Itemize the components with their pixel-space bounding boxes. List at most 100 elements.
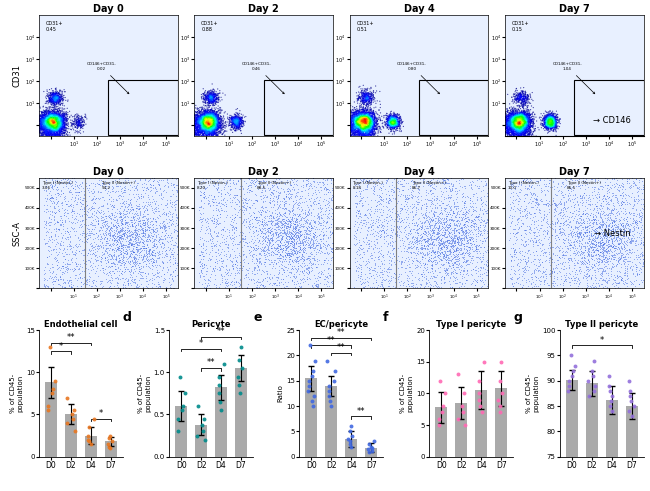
Point	[347, 126, 358, 134]
Point	[26, 129, 36, 137]
Point	[202, 115, 212, 123]
Point	[22, 126, 32, 134]
Point	[395, 115, 405, 123]
Point	[518, 116, 528, 124]
Point	[391, 121, 401, 129]
Point	[441, 250, 451, 258]
Point	[521, 133, 532, 140]
Point	[199, 132, 209, 139]
Point	[177, 115, 188, 123]
Point	[547, 122, 557, 130]
Point	[46, 110, 56, 118]
Point	[510, 122, 520, 130]
Point	[229, 119, 240, 127]
Point	[402, 179, 413, 187]
Point	[25, 116, 36, 124]
Point	[509, 130, 519, 138]
Point	[350, 199, 361, 207]
Point	[625, 214, 636, 221]
Point	[311, 248, 321, 256]
Point	[517, 98, 527, 106]
Point	[28, 130, 38, 137]
Point	[365, 104, 376, 111]
Point	[546, 117, 556, 125]
Point	[79, 207, 89, 215]
Point	[515, 208, 525, 216]
Point	[515, 125, 526, 133]
Point	[497, 140, 507, 148]
Point	[359, 115, 369, 123]
Point	[460, 229, 471, 237]
Point	[42, 114, 52, 122]
Point	[543, 118, 554, 126]
Point	[488, 123, 499, 131]
Point	[351, 119, 361, 127]
Point	[358, 96, 368, 104]
Point	[181, 135, 191, 142]
Point	[306, 182, 316, 190]
Point	[133, 227, 143, 235]
Point	[295, 182, 306, 190]
Point	[389, 121, 400, 129]
Point	[359, 137, 370, 145]
Point	[512, 119, 523, 127]
Point	[229, 117, 240, 125]
Point	[369, 121, 380, 129]
Point	[369, 143, 380, 151]
Point	[198, 143, 208, 151]
Point	[368, 177, 378, 185]
Point	[508, 119, 518, 127]
Point	[510, 119, 521, 127]
Point	[462, 275, 473, 283]
Point	[309, 246, 319, 254]
Point	[515, 140, 525, 148]
Point	[465, 196, 475, 204]
Point	[227, 234, 237, 242]
Point	[551, 231, 562, 239]
Point	[354, 132, 364, 139]
Point	[210, 123, 220, 131]
Point	[83, 234, 94, 242]
Point	[215, 266, 226, 273]
Point	[631, 216, 642, 224]
Point	[525, 112, 535, 120]
Point	[521, 121, 531, 129]
Point	[195, 191, 205, 199]
Point	[207, 129, 217, 136]
Point	[88, 277, 98, 285]
Point	[344, 128, 355, 136]
Point	[352, 119, 363, 127]
Point	[208, 110, 218, 118]
Point	[386, 122, 396, 130]
Point	[510, 110, 521, 118]
Point	[164, 222, 174, 230]
Point	[362, 118, 372, 126]
Point	[336, 111, 346, 119]
Point	[501, 121, 512, 129]
Point	[354, 114, 365, 122]
Point	[213, 122, 223, 130]
Point	[213, 95, 223, 103]
Point	[590, 282, 601, 290]
Point	[523, 116, 533, 124]
Point	[209, 110, 219, 118]
Point	[57, 123, 68, 131]
Point	[277, 230, 287, 238]
Point	[610, 236, 620, 244]
Point	[584, 227, 595, 235]
Point	[200, 115, 211, 123]
Point	[229, 119, 240, 127]
Point	[630, 263, 641, 271]
Point	[474, 266, 485, 274]
Point	[218, 225, 228, 233]
Point	[125, 257, 135, 265]
Point	[55, 178, 66, 186]
Point	[363, 121, 374, 129]
Point	[387, 120, 398, 128]
Point	[212, 257, 222, 265]
Point	[205, 115, 215, 123]
Point	[343, 111, 354, 119]
Point	[53, 119, 63, 127]
Point	[516, 112, 526, 120]
Point	[616, 219, 627, 227]
